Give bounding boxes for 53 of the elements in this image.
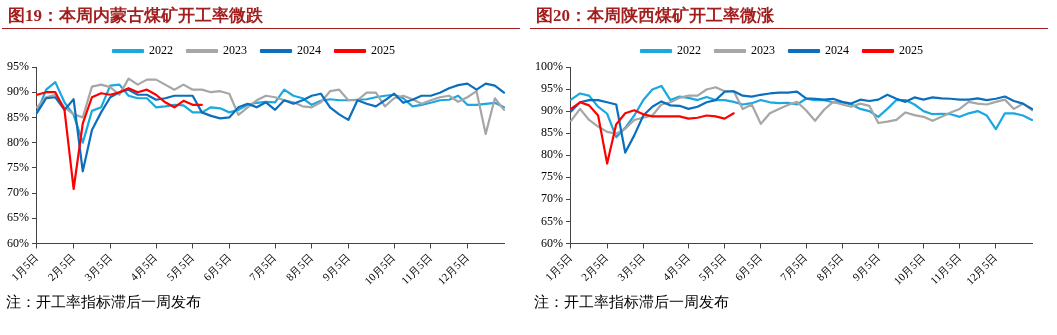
- x-tick-label: 11月5日: [398, 251, 435, 287]
- y-tick-label: 60%: [541, 235, 563, 250]
- legend-label: 2024: [825, 43, 849, 58]
- x-tick-label: 1月5日: [8, 251, 41, 283]
- x-tick-label: 12月5日: [435, 251, 471, 287]
- y-tick-label: 75%: [541, 169, 563, 184]
- y-tick-label: 90%: [541, 103, 563, 118]
- x-tick-label: 10月5日: [891, 251, 927, 287]
- legend-label: 2025: [371, 43, 395, 58]
- x-tick-label: 6月5日: [200, 251, 233, 283]
- y-tick-label: 80%: [7, 134, 29, 149]
- x-tick-label: 10月5日: [361, 251, 398, 287]
- x-tick-label: 4月5日: [127, 251, 160, 283]
- chart-title: 图19：本周内蒙古煤矿开工率微跌: [2, 0, 520, 29]
- y-tick-label: 65%: [541, 213, 563, 228]
- text: 注：开工率指标滞后一周发布: [533, 293, 730, 312]
- x-tick-label: 9月5日: [319, 251, 352, 283]
- legend-label: 2023: [223, 43, 247, 58]
- x-tick-label: 9月5日: [849, 251, 882, 283]
- y-tick-label: 60%: [7, 235, 29, 250]
- legend-label: 2025: [899, 43, 923, 58]
- x-tick-label: 8月5日: [283, 251, 316, 283]
- y-tick-label: 85%: [7, 109, 29, 124]
- x-tick-label: 4月5日: [660, 251, 692, 283]
- y-tick-label: 90%: [7, 84, 29, 99]
- legend-label: 2024: [297, 43, 321, 58]
- y-tick-label: 70%: [541, 191, 563, 206]
- text: 注：开工率指标滞后一周发布: [5, 293, 202, 312]
- y-tick-label: 95%: [541, 81, 563, 96]
- y-tick-label: 95%: [7, 59, 29, 74]
- x-tick-label: 7月5日: [246, 251, 279, 283]
- legend-label: 2023: [751, 43, 775, 58]
- x-tick-label: 1月5日: [542, 251, 575, 283]
- x-tick-label: 7月5日: [777, 251, 810, 283]
- x-tick-label: 5月5日: [164, 251, 197, 283]
- x-tick-label: 11月5日: [927, 251, 964, 287]
- chart-title: 图20：本周陕西煤矿开工率微涨: [530, 0, 1048, 29]
- y-tick-label: 70%: [7, 185, 29, 200]
- y-tick-label: 75%: [7, 159, 29, 174]
- x-tick-label: 2月5日: [578, 251, 611, 283]
- y-tick-label: 80%: [541, 147, 563, 162]
- y-tick-label: 85%: [541, 125, 563, 140]
- x-tick-label: 3月5日: [81, 251, 114, 283]
- legend-label: 2022: [149, 43, 173, 58]
- x-tick-label: 6月5日: [732, 251, 765, 283]
- x-tick-label: 5月5日: [696, 251, 729, 283]
- x-tick-label: 2月5日: [45, 251, 78, 283]
- y-tick-label: 100%: [535, 59, 563, 74]
- x-tick-label: 8月5日: [813, 251, 846, 283]
- y-tick-label: 65%: [7, 210, 29, 225]
- x-tick-label: 12月5日: [963, 251, 1000, 287]
- x-tick-label: 3月5日: [614, 251, 647, 283]
- legend-label: 2022: [677, 43, 701, 58]
